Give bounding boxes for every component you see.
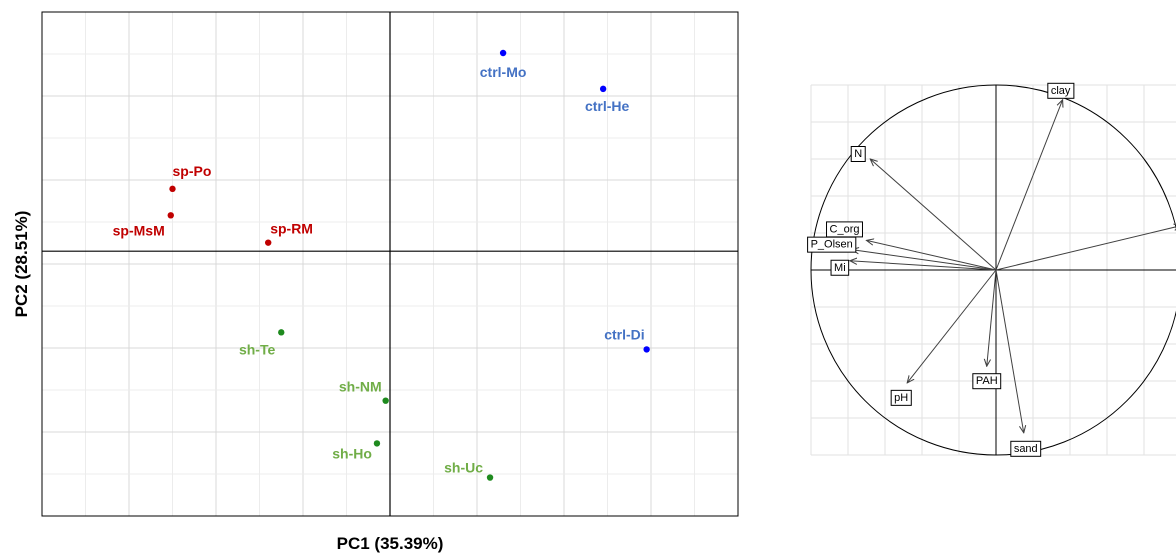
data-point-ctrl-He bbox=[599, 85, 607, 93]
score-plot: ctrl-Mo ctrl-He ctrl-Di sp-Po sp-MsM sp-RM sh-… bbox=[12, 11, 739, 553]
data-point-ctrl-Mo bbox=[499, 49, 507, 57]
vector-arrow-PAH bbox=[987, 269, 997, 366]
point-label-sp-Po: sp-Po bbox=[173, 163, 212, 179]
point-label-sh-NM: sh-NM bbox=[339, 379, 382, 395]
vector-label-box-clay bbox=[1047, 82, 1075, 99]
vector-label-box-pH bbox=[890, 389, 912, 406]
vector-arrow-pH bbox=[907, 269, 997, 383]
data-point-sp-Po bbox=[169, 185, 176, 193]
vector-label-N: N bbox=[854, 148, 862, 160]
vector-label-sand: sand bbox=[1014, 443, 1038, 455]
vector-arrow-C_org bbox=[867, 240, 997, 271]
y-axis-title: PC2 (28.51%) bbox=[12, 211, 31, 318]
vector-label-box-Mi bbox=[830, 259, 850, 276]
vector-label-PAH: PAH bbox=[976, 375, 998, 387]
vector-label-C_org: C_org bbox=[830, 223, 860, 235]
score-points: ctrl-Mo ctrl-He ctrl-Di sp-Po sp-MsM sp-RM sh-… bbox=[113, 49, 650, 481]
vector-label-pH: pH bbox=[894, 392, 908, 404]
point-label-ctrl-He: ctrl-He bbox=[585, 98, 630, 114]
x-axis-title: PC1 (35.39%) bbox=[337, 534, 444, 553]
data-point-sp-MsM bbox=[167, 212, 174, 219]
data-point-ctrl-Di bbox=[643, 346, 650, 353]
point-label-sp-RM: sp-RM bbox=[270, 221, 313, 237]
data-point-sp-RM bbox=[265, 239, 272, 246]
vector-arrow-sand bbox=[995, 269, 1024, 433]
point-label-sh-Ho: sh-Ho bbox=[332, 445, 372, 461]
vector-arrow-Mi bbox=[850, 261, 997, 271]
unit-circle bbox=[810, 84, 1176, 456]
point-label-ctrl-Di: ctrl-Di bbox=[604, 326, 644, 342]
score-plot-frame bbox=[41, 11, 739, 517]
vector-label-clay: clay bbox=[1051, 85, 1071, 97]
point-label-sh-Te: sh-Te bbox=[239, 341, 276, 357]
point-label-ctrl-Mo: ctrl-Mo bbox=[480, 64, 527, 80]
data-point-sh-Uc bbox=[486, 474, 494, 481]
point-label-sp-MsM: sp-MsM bbox=[113, 222, 165, 238]
vector-arrow-P_Olsen bbox=[852, 250, 997, 271]
data-point-sh-NM bbox=[382, 397, 389, 404]
vector-arrow-N bbox=[870, 159, 997, 271]
vector-label-box-N bbox=[850, 146, 866, 162]
data-point-sh-Te bbox=[278, 329, 285, 336]
point-label-sh-Uc: sh-Uc bbox=[444, 460, 483, 476]
vector-arrow-K_t bbox=[995, 226, 1176, 271]
data-point-sh-Ho bbox=[373, 440, 381, 447]
vector-label-Mi: Mi bbox=[834, 262, 846, 274]
vector-label-box-P_Olsen bbox=[807, 236, 857, 253]
vector-label-box-PAH bbox=[972, 373, 1002, 390]
vector-label-box-sand bbox=[1010, 440, 1042, 457]
vector-label-P_Olsen: P_Olsen bbox=[811, 239, 853, 251]
vector-arrow-clay bbox=[995, 100, 1063, 271]
